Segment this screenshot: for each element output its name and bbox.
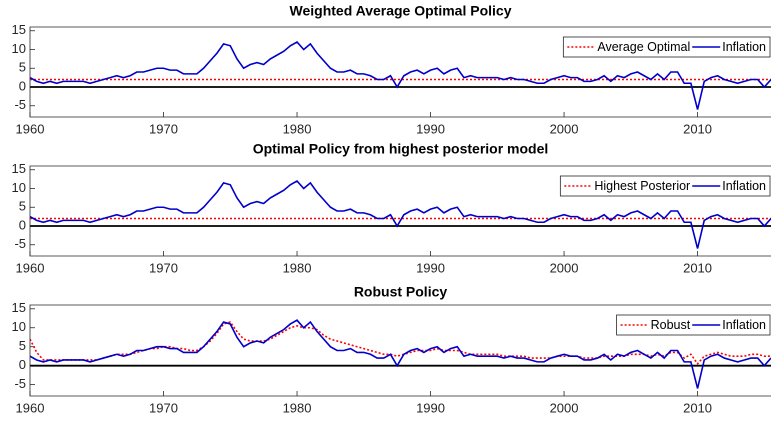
y-tick-label: 0 <box>19 357 26 372</box>
x-tick-label: 1990 <box>416 400 445 415</box>
legend-label: Inflation <box>722 40 766 54</box>
y-tick-label: 0 <box>19 217 26 232</box>
y-tick-label: 10 <box>12 41 26 56</box>
series-line <box>30 40 771 110</box>
y-tick-label: 15 <box>12 300 26 315</box>
legend-label: Inflation <box>722 179 766 193</box>
x-tick-label: 2010 <box>683 400 712 415</box>
series-line <box>30 319 771 389</box>
y-tick-label: -5 <box>14 97 26 112</box>
legend-box <box>559 175 771 197</box>
x-tick-label: 1970 <box>149 121 178 136</box>
x-tick-label: 1960 <box>16 400 45 415</box>
x-tick-label: 1980 <box>283 400 312 415</box>
legend-label: Robust <box>651 318 691 332</box>
axes-box <box>29 26 771 118</box>
y-tick-label: -5 <box>14 376 26 391</box>
legend-label: Average Optimal <box>597 40 690 54</box>
x-tick-label: 2000 <box>550 121 579 136</box>
y-tick-label: 5 <box>19 338 26 353</box>
x-tick-label: 1960 <box>16 260 45 275</box>
legend: Average Optimal Inflation <box>562 36 771 58</box>
legend-box <box>562 36 771 58</box>
x-tick-label: 1990 <box>416 121 445 136</box>
axes-box <box>29 304 771 397</box>
chart-title: Robust Policy <box>354 284 448 300</box>
subplot: Robust Policy -5 0 5 10 15 1960 1970 1980 1990 200… <box>12 284 771 415</box>
y-tick-label: 5 <box>19 199 26 214</box>
axes-box <box>29 165 771 257</box>
legend: Highest Posterior Inflation <box>559 175 771 197</box>
x-tick-label: 2000 <box>550 400 579 415</box>
subplot: Weighted Average Optimal Policy -5 0 5 10 15 1… <box>12 3 771 136</box>
chart-title: Weighted Average Optimal Policy <box>290 3 512 19</box>
x-tick-label: 2010 <box>683 121 712 136</box>
subplot: Optimal Policy from highest posterior mo… <box>12 141 771 275</box>
x-tick-label: 2000 <box>550 260 579 275</box>
x-tick-label: 1990 <box>416 260 445 275</box>
y-tick-label: 15 <box>12 161 26 176</box>
x-tick-label: 1970 <box>149 260 178 275</box>
y-tick-label: 10 <box>12 180 26 195</box>
legend-label: Highest Posterior <box>594 179 690 193</box>
x-tick-label: 1980 <box>283 121 312 136</box>
x-tick-label: 1970 <box>149 400 178 415</box>
legend-label: Inflation <box>722 318 766 332</box>
x-tick-label: 1980 <box>283 260 312 275</box>
y-tick-label: -5 <box>14 236 26 251</box>
y-tick-label: 10 <box>12 319 26 334</box>
y-tick-label: 5 <box>19 60 26 75</box>
y-tick-label: 15 <box>12 22 26 37</box>
y-tick-label: 0 <box>19 78 26 93</box>
legend: Robust Inflation <box>616 314 771 336</box>
chart-title: Optimal Policy from highest posterior mo… <box>253 141 549 157</box>
x-tick-label: 1960 <box>16 121 45 136</box>
series-line <box>30 321 771 366</box>
series-line <box>30 179 771 249</box>
x-tick-label: 2010 <box>683 260 712 275</box>
